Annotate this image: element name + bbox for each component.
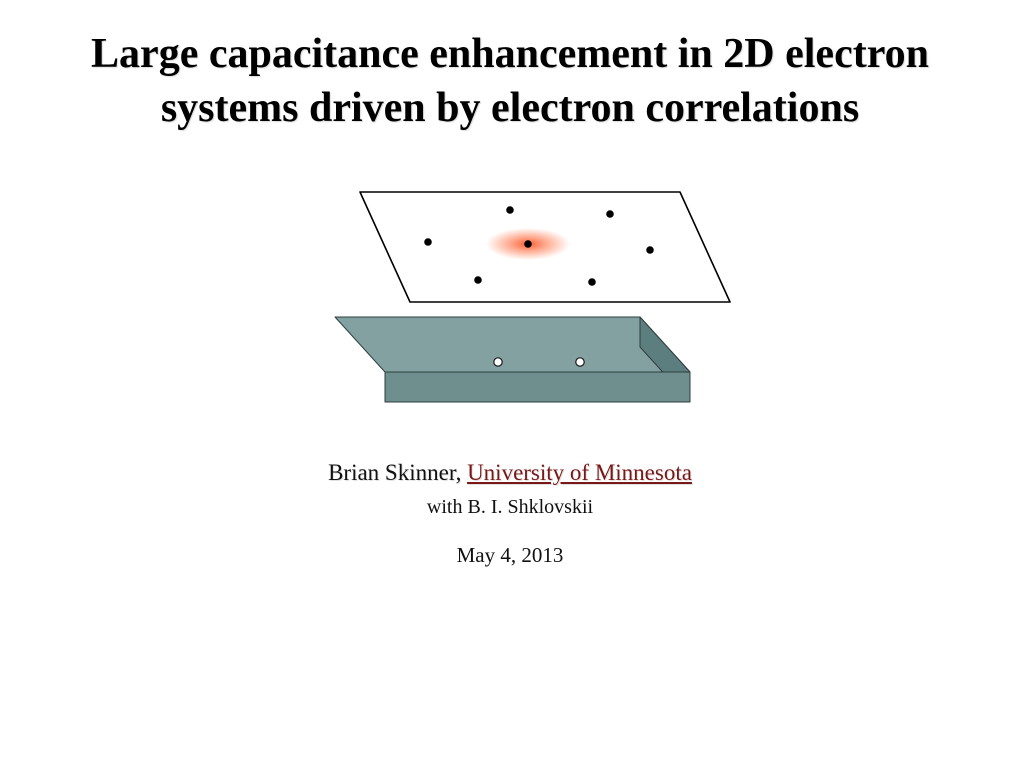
authors-block: Brian Skinner, University of Minnesota w… — [328, 460, 692, 568]
affiliation: University of Minnesota — [467, 460, 692, 485]
slide-date: May 4, 2013 — [328, 543, 692, 568]
with-prefix: with — [427, 496, 468, 518]
diagram-capacitor — [280, 172, 740, 422]
coauthor-line: with B. I. Shklovskii — [328, 496, 692, 519]
author-name: Brian Skinner — [328, 460, 455, 485]
byline: Brian Skinner, University of Minnesota — [328, 460, 692, 486]
coauthor-name: B. I. Shklovskii — [467, 496, 593, 518]
slide-title: Large capacitance enhancement in 2D elec… — [0, 28, 1020, 136]
slide: Large capacitance enhancement in 2D elec… — [0, 0, 1020, 765]
byline-separator: , — [456, 460, 468, 485]
diagram-svg — [280, 172, 740, 422]
